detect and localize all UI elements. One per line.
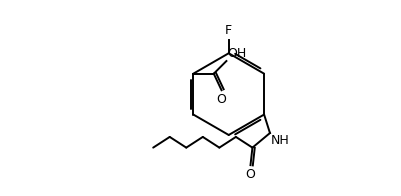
Text: O: O (217, 93, 227, 106)
Text: O: O (245, 168, 255, 181)
Text: OH: OH (227, 47, 247, 60)
Text: F: F (225, 24, 232, 37)
Text: NH: NH (271, 134, 290, 147)
